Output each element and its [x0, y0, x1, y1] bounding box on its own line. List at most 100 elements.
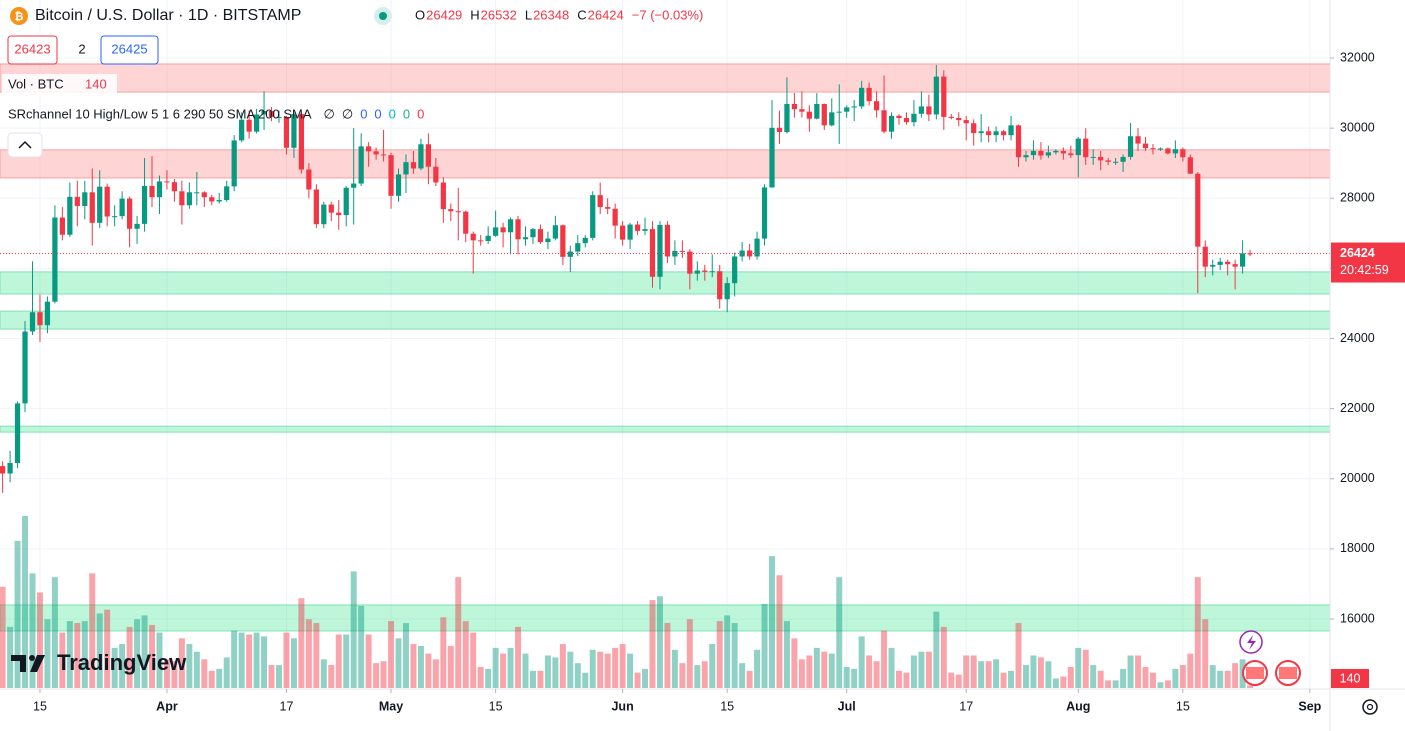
- volume-bar: [1135, 655, 1142, 688]
- volume-bar: [627, 653, 634, 688]
- volume-bar: [365, 634, 372, 688]
- volume-bar: [746, 670, 753, 688]
- candle-body: [276, 116, 282, 118]
- candle-body: [1217, 261, 1223, 265]
- indicator-value: 0: [360, 106, 367, 121]
- volume-bar: [671, 649, 678, 688]
- volume-bar: [716, 621, 723, 688]
- market-status-dot: [379, 12, 387, 20]
- volume-bar: [597, 651, 604, 688]
- volume-bar: [806, 655, 813, 688]
- candle-body: [1172, 149, 1178, 154]
- collapse-button[interactable]: [7, 132, 43, 158]
- volume-bar: [970, 655, 977, 688]
- buy-box[interactable]: [100, 35, 159, 65]
- volume-bar: [589, 649, 596, 688]
- volume-bar: [111, 647, 118, 688]
- volume-bar: [948, 672, 955, 688]
- ask-price: 26425: [111, 41, 147, 56]
- volume-bar: [537, 670, 544, 688]
- volume-bar: [253, 632, 260, 688]
- volume-bar: [776, 575, 783, 688]
- volume-bar: [276, 665, 282, 688]
- candle-body: [694, 270, 700, 274]
- volume-bar: [246, 634, 253, 688]
- candle-body: [1210, 264, 1216, 267]
- settings-icon[interactable]: [1362, 699, 1378, 715]
- volume-bar: [881, 630, 888, 688]
- last-price-box: [1331, 242, 1405, 283]
- candle-body: [463, 211, 469, 234]
- candle-body: [1075, 138, 1081, 156]
- candle-body: [141, 185, 148, 224]
- y-tick-label: 30000: [1340, 120, 1375, 134]
- volume-legend-bg: [2, 74, 117, 96]
- volume-bar: [380, 661, 387, 688]
- candle-body: [754, 238, 760, 257]
- volume-bar: [350, 571, 357, 688]
- candle-body: [194, 192, 200, 194]
- volume-bar: [1067, 666, 1074, 688]
- candle-body: [761, 187, 768, 239]
- candle-body: [433, 166, 439, 183]
- candle-body: [246, 119, 252, 132]
- candle-body: [328, 204, 334, 213]
- candle-body: [1165, 148, 1171, 154]
- ohlc-value: 26424: [588, 7, 624, 22]
- x-tick-label: 15: [33, 699, 47, 713]
- candle-body: [799, 109, 805, 112]
- x-tick-label: 17: [959, 699, 973, 713]
- candle-body: [948, 116, 954, 118]
- candle-body: [642, 229, 648, 231]
- volume-bar: [582, 672, 589, 688]
- candle-body: [844, 107, 850, 112]
- candle-body: [440, 182, 446, 210]
- volume-bar: [1164, 680, 1171, 688]
- last-volume-label: 140: [1340, 671, 1361, 685]
- volume-bar: [1194, 577, 1201, 688]
- candle-body: [926, 106, 932, 115]
- volume-bar: [679, 663, 686, 688]
- logo-dot: [29, 655, 35, 661]
- candle-body: [1023, 155, 1029, 158]
- volume-bar: [955, 674, 962, 688]
- candle-body: [806, 111, 812, 119]
- x-tick-label: Aug: [1066, 699, 1090, 713]
- volume-bar: [507, 647, 514, 688]
- flag-icon: [1246, 667, 1264, 679]
- x-tick-label: 15: [1176, 699, 1190, 713]
- volume-bar: [694, 665, 701, 688]
- volume-bar: [910, 655, 917, 688]
- last-volume-box: [1331, 669, 1369, 688]
- candle-body: [1105, 160, 1111, 162]
- x-tick-label: Apr: [156, 699, 178, 713]
- change-label: −7 (−0.03%): [632, 7, 704, 22]
- candle-body: [1008, 125, 1014, 136]
- sell-box[interactable]: [7, 35, 58, 65]
- candle-body: [709, 271, 715, 273]
- volume-bar: [993, 659, 1000, 688]
- volume-bar: [1105, 680, 1112, 688]
- volume-bar: [320, 659, 327, 688]
- candle-body: [470, 233, 476, 241]
- candle-body: [291, 114, 297, 148]
- volume-bar: [933, 611, 940, 688]
- volume-bar: [754, 649, 761, 688]
- volume-bar: [709, 644, 716, 688]
- candle-body: [911, 113, 917, 123]
- y-tick-label: 24000: [1340, 331, 1375, 345]
- candle-body: [507, 219, 514, 233]
- candle-body: [836, 111, 842, 113]
- x-tick-label: 17: [280, 699, 294, 713]
- candle-body: [171, 182, 178, 192]
- candle-body: [395, 174, 402, 196]
- last-price-label: 26424: [1340, 246, 1375, 260]
- candle-body: [963, 120, 969, 124]
- candle-body: [7, 462, 13, 474]
- candle-body: [993, 131, 999, 136]
- volume-bar: [963, 655, 970, 688]
- volume-bar: [1187, 653, 1194, 688]
- volume-bar: [552, 657, 559, 688]
- candle-body: [582, 237, 588, 244]
